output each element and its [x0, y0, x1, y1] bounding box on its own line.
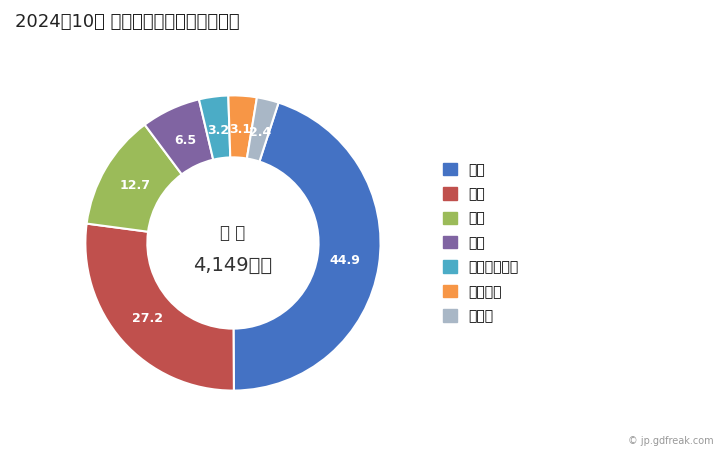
Text: 3.1: 3.1 — [229, 123, 251, 136]
Text: 総 額: 総 額 — [221, 224, 245, 242]
Wedge shape — [87, 125, 182, 232]
Text: 27.2: 27.2 — [132, 312, 163, 324]
Text: 4,149万円: 4,149万円 — [194, 256, 272, 274]
Wedge shape — [229, 95, 257, 158]
Text: 6.5: 6.5 — [174, 134, 196, 147]
Text: 2024年10月 輸出相手国のシェア（％）: 2024年10月 輸出相手国のシェア（％） — [15, 14, 240, 32]
Wedge shape — [247, 97, 279, 162]
Wedge shape — [234, 103, 381, 391]
Text: 3.2: 3.2 — [207, 124, 229, 137]
Wedge shape — [85, 224, 234, 391]
Text: 44.9: 44.9 — [330, 254, 360, 267]
Text: © jp.gdfreak.com: © jp.gdfreak.com — [628, 436, 713, 446]
Text: 12.7: 12.7 — [119, 179, 151, 192]
Legend: 中国, タイ, 台湾, 韓国, インドネシア, ベトナム, その他: 中国, タイ, 台湾, 韓国, インドネシア, ベトナム, その他 — [443, 163, 518, 323]
Wedge shape — [199, 95, 230, 160]
Text: 2.4: 2.4 — [249, 126, 271, 139]
Wedge shape — [145, 99, 213, 175]
